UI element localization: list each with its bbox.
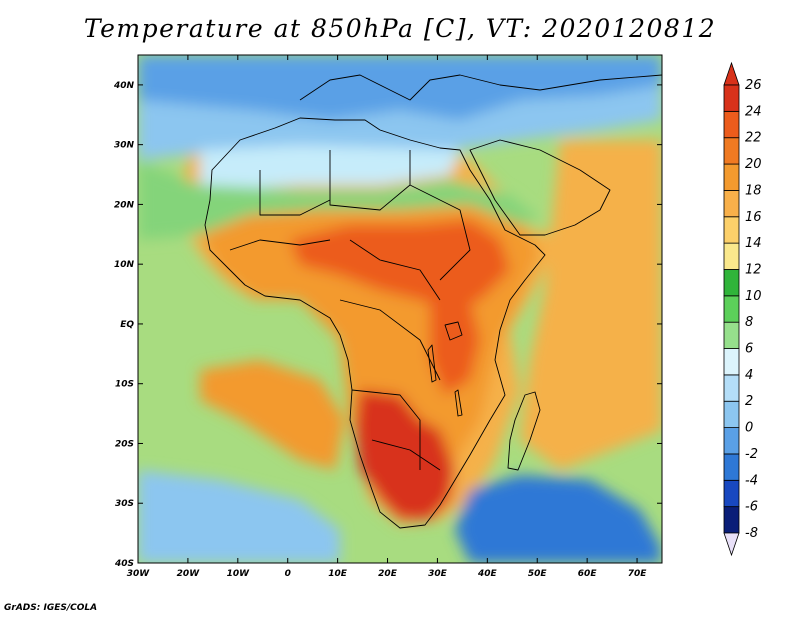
colorbar-label: 8	[745, 315, 753, 330]
south-ocean-mid-zone	[138, 470, 340, 563]
map-title: Temperature at 850hPa [C], VT: 202012081…	[83, 14, 717, 43]
lat-tick-label: 10S	[115, 380, 134, 390]
lat-tick-label: 40N	[113, 81, 135, 91]
colorbar-swatch	[723, 110, 740, 139]
madagascar	[507, 391, 541, 471]
europe-coast	[299, 74, 662, 101]
southwest-atlantic-warm-zone	[200, 360, 345, 470]
colorbar-swatch	[723, 427, 740, 455]
lon-tick-label: 10W	[227, 569, 251, 579]
colorbar-label: 0	[745, 421, 753, 436]
colorbar-swatch	[723, 348, 740, 376]
colorbar-swatch	[723, 295, 740, 323]
colorbar-label: 22	[745, 131, 762, 146]
colorbar-label: 14	[745, 236, 762, 251]
colorbar-label: 24	[745, 104, 762, 119]
country-border	[351, 389, 421, 470]
colorbar-top-arrow	[723, 61, 740, 86]
country-border	[339, 299, 441, 381]
colorbar-swatch	[723, 84, 740, 112]
southern-hot-zone	[355, 390, 455, 520]
coastlines-and-borders	[204, 74, 662, 529]
sahara-green-zone	[138, 160, 540, 240]
country-border	[409, 184, 471, 281]
credit-text: GrADS: IGES/COLA	[4, 603, 98, 613]
lon-tick-label: 30E	[428, 569, 448, 579]
colorbar-swatch	[723, 216, 740, 244]
colorbar-label: -2	[745, 447, 758, 462]
colorbar-label: 26	[745, 78, 762, 93]
colorbar-label: 4	[745, 368, 753, 383]
colorbar-swatch	[723, 269, 740, 297]
lake-victoria	[444, 321, 463, 341]
colorbar-label: -4	[745, 473, 758, 488]
map-frame	[137, 54, 663, 564]
lake-malawi	[454, 389, 463, 417]
colorbar-label: -8	[745, 526, 758, 541]
colorbar-label: 16	[745, 210, 762, 225]
lon-tick-label: 70E	[628, 569, 648, 579]
colorbar-label: -6	[745, 500, 758, 515]
colorbar-label: 12	[745, 262, 762, 277]
country-border	[329, 150, 411, 211]
colorbar-label: 6	[745, 342, 753, 357]
lat-tick-label: 40S	[114, 559, 134, 569]
lon-tick-label: 0	[285, 569, 291, 579]
axis-ticks	[137, 55, 662, 564]
lat-tick-label: 20N	[114, 200, 135, 210]
lon-tick-label: 50E	[528, 569, 548, 579]
colorbar-swatch	[723, 190, 740, 218]
country-border	[259, 170, 331, 216]
lon-tick-label: 40E	[477, 569, 498, 579]
colorbar-swatch	[723, 506, 740, 534]
africa-coastline	[204, 117, 546, 529]
lake-tanganyika	[427, 344, 437, 383]
lat-tick-label: 20S	[115, 439, 134, 449]
colorbar-swatch	[723, 137, 740, 165]
lon-tick-label: 20E	[378, 569, 398, 579]
lon-tick-label: 10E	[328, 569, 348, 579]
indian-ocean-warm	[520, 140, 662, 470]
colorbar-swatch	[723, 374, 740, 402]
country-border	[229, 239, 331, 251]
lat-tick-label: 10N	[114, 260, 135, 270]
lat-tick-label: 30S	[115, 499, 134, 509]
colorbar-swatch	[723, 479, 740, 508]
lon-tick-label: 60E	[578, 569, 598, 579]
lat-tick-label: 30N	[114, 141, 135, 151]
colorbar-label: 20	[745, 157, 762, 172]
colorbar-bottom-arrow	[723, 532, 740, 557]
lon-tick-label: 30W	[127, 569, 151, 579]
arabia-coast	[469, 139, 611, 236]
colorbar-swatch	[723, 453, 740, 481]
colorbar-label: 2	[745, 394, 753, 409]
colorbar-swatch	[723, 163, 740, 191]
colorbar-label: 18	[745, 183, 762, 198]
colorbar-swatch	[723, 321, 740, 349]
temperature-field	[138, 55, 662, 563]
lat-tick-label: EQ	[120, 320, 134, 330]
axis-labels: 30W 20W 10W 0 10E 20E 30E 40E 50E 60E 70E 40N 30N 20N…	[113, 81, 647, 579]
med-light-zone	[138, 85, 662, 160]
colorbar-swatch	[723, 242, 740, 270]
east-rift-hot-zone	[430, 300, 480, 395]
north-med-cool-zone	[138, 55, 662, 120]
south-ocean-cold-zone	[455, 475, 662, 563]
colorbar-label: 10	[745, 289, 762, 304]
lon-tick-label: 20W	[177, 569, 201, 579]
country-border	[371, 439, 441, 471]
colorbar-swatch	[723, 400, 740, 428]
country-border	[349, 239, 441, 301]
